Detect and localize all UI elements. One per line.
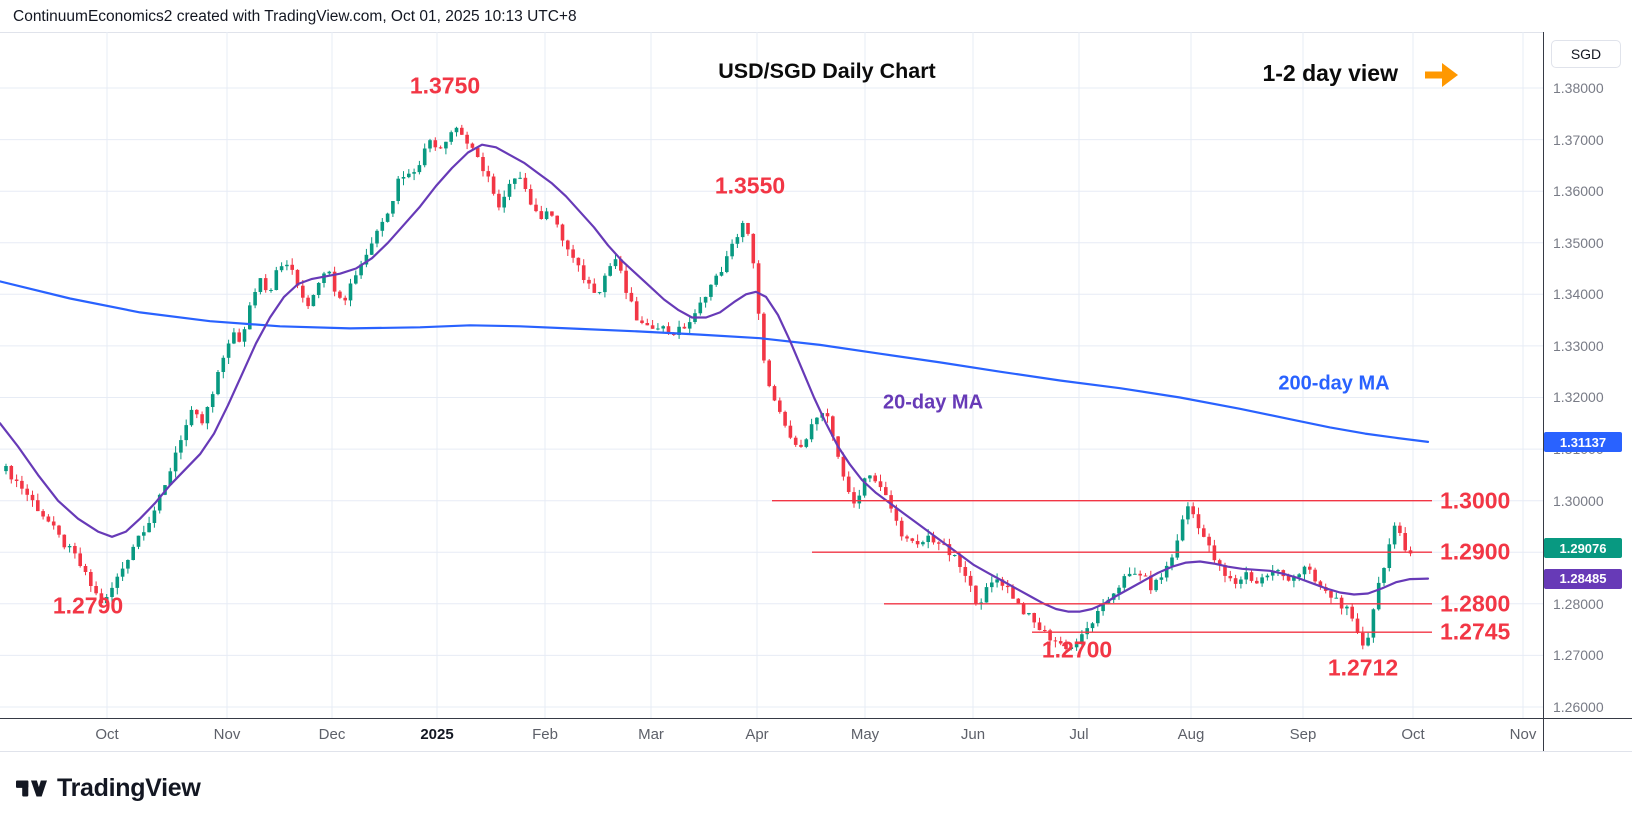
price-annotation: 1.3750 [409,72,481,99]
price-tick-label: 1.35000 [1553,234,1604,251]
price-axis-border [1543,32,1544,751]
month-label: Nov [1509,726,1537,743]
time-axis[interactable]: Oct Nov Dec 2025 Feb Mar Apr May Jun Jul Aug Sep Oct… [0,719,1543,751]
month-label: Jun [960,726,986,743]
month-label: 2025 [420,726,454,743]
month-label: Jul [1069,726,1089,743]
price-annotation: 1.3550 [714,172,786,199]
view-note-text: 1-2 day view [1262,60,1398,86]
tradingview-logo-icon [16,779,47,796]
month-label: Sep [1289,726,1317,743]
month-label: Aug [1177,726,1205,743]
ma200-value-badge: 1.31137 [1544,432,1622,453]
price-tick-label: 1.38000 [1553,80,1604,96]
month-label: Dec [318,726,346,743]
chart-top-border [0,32,1632,33]
widget-bottom-border [0,751,1632,752]
price-tick-label: 1.27000 [1553,647,1604,664]
ma20-value-badge: 1.28485 [1544,568,1622,589]
month-label: Feb [532,726,558,743]
arrow-right-icon [1425,63,1458,87]
month-label: Apr [745,726,769,743]
attribution-text: ContinuumEconomics2 created with Trading… [13,8,577,25]
candles [4,124,1413,653]
symbol-button[interactable]: SGD [1551,40,1621,68]
price-annotation: 1.2700 [1041,636,1113,663]
level-label: 1.2800 [1440,590,1511,617]
ma200-label: 200-day MA [1278,372,1390,395]
price-tick-label: 1.37000 [1553,131,1604,148]
month-label: May [850,726,880,743]
price-tick-label: 1.34000 [1553,286,1604,303]
month-label: Oct [95,726,119,743]
price-tick-label: 1.26000 [1553,698,1604,715]
price-tick-label: 1.33000 [1553,337,1604,354]
price-tick-label: 1.28000 [1553,595,1604,612]
level-label: 1.3000 [1440,487,1511,514]
level-label: 1.2900 [1440,538,1511,565]
level-rays [772,500,1432,633]
tradingview-logo[interactable]: TradingView [16,774,201,803]
ma200-line[interactable] [0,280,1430,443]
month-label: Oct [1401,726,1425,743]
price-annotation: 1.2712 [1327,654,1399,681]
price-tick-label: 1.36000 [1553,183,1604,200]
price-axis[interactable]: SGD 1.38000 1.37000 1.36000 1.35000 1.34000 1… [1544,32,1632,718]
ma20-label: 20-day MA [882,391,984,414]
last-price-badge: 1.29076 [1544,538,1622,559]
level-label: 1.2745 [1440,618,1511,645]
month-label: Nov [213,726,241,743]
price-tick-label: 1.32000 [1553,389,1604,406]
candlestick-plot[interactable] [0,32,1543,718]
month-label: Mar [638,726,664,743]
plot-bottom-border [0,718,1632,719]
price-annotation: 1.2790 [52,592,124,619]
price-tick-label: 1.30000 [1553,492,1604,509]
chart-title: USD/SGD Daily Chart [718,59,936,83]
ma20-line[interactable] [0,143,1430,613]
tradingview-logo-text: TradingView [57,774,201,802]
